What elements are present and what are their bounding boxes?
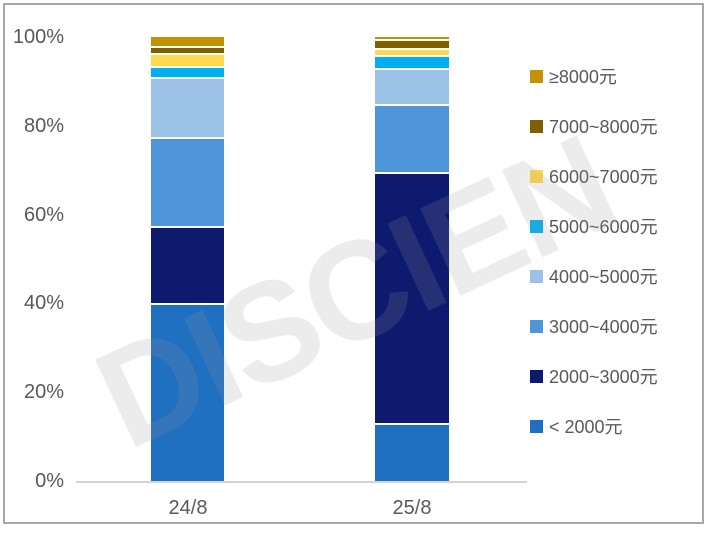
bar-segment — [375, 103, 449, 173]
bar-segment — [375, 39, 449, 49]
bar-segment — [375, 37, 449, 40]
bar-segment — [151, 65, 224, 77]
legend-label: < 2000元 — [549, 417, 623, 437]
y-tick-label: 0% — [35, 470, 64, 492]
bar-segment — [375, 172, 449, 424]
y-tick-label: 60% — [23, 203, 64, 226]
legend-label: ≥8000元 — [549, 67, 617, 87]
legend-item: 5000~6000元 — [530, 213, 658, 239]
legend-item: ≥8000元 — [530, 63, 658, 89]
bar-segment — [151, 37, 224, 46]
bar-segment — [375, 54, 449, 69]
legend-label: 2000~3000元 — [549, 367, 658, 387]
legend-item: 2000~3000元 — [530, 363, 658, 389]
bar-segment — [151, 45, 224, 53]
y-tick-label: 80% — [23, 114, 64, 137]
bar-segment — [151, 76, 224, 137]
legend-label: 6000~7000元 — [549, 167, 658, 187]
y-tick-label: 20% — [23, 381, 64, 404]
stacked-bar-24-8 — [151, 37, 224, 481]
legend-swatch-icon — [530, 69, 543, 83]
bar-segment — [151, 303, 224, 481]
legend-label: 7000~8000元 — [549, 117, 658, 137]
bar-segment — [375, 48, 449, 55]
x-category-label: 25/8 — [392, 497, 432, 519]
legend-label: 4000~5000元 — [549, 267, 658, 287]
chart-border — [3, 3, 704, 524]
legend-swatch-icon — [530, 219, 543, 233]
x-axis-line — [76, 481, 527, 483]
legend-item: < 2000元 — [530, 413, 658, 439]
y-tick-label: 100% — [12, 26, 64, 48]
legend-swatch-icon — [530, 319, 543, 333]
legend-swatch-icon — [530, 119, 543, 133]
legend-swatch-icon — [530, 419, 543, 433]
legend-swatch-icon — [530, 369, 543, 383]
y-tick-label: 40% — [23, 292, 64, 315]
bar-segment — [151, 225, 224, 304]
stacked-bar-25-8 — [375, 37, 449, 481]
legend-item: 6000~7000元 — [530, 163, 658, 189]
legend-item: 4000~5000元 — [530, 263, 658, 289]
bar-segment — [375, 423, 449, 481]
legend-label: 3000~4000元 — [549, 317, 658, 337]
x-category-label: 24/8 — [168, 497, 208, 519]
legend-swatch-icon — [530, 169, 543, 183]
legend-label: 5000~6000元 — [549, 217, 658, 237]
bar-segment — [375, 68, 449, 104]
legend-swatch-icon — [530, 269, 543, 283]
bar-segment — [151, 136, 224, 226]
legend: ≥8000元 7000~8000元 6000~7000元 5000~6000元 4000… — [530, 63, 658, 439]
bar-segment — [151, 52, 224, 66]
legend-item: 7000~8000元 — [530, 113, 658, 139]
legend-item: 3000~4000元 — [530, 313, 658, 339]
